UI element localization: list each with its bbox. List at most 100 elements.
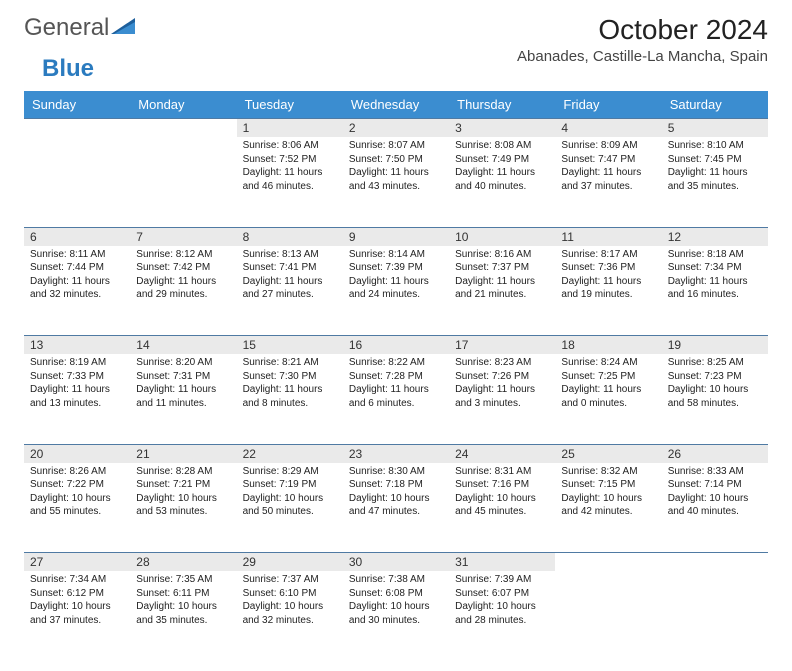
day-cell: Sunrise: 8:31 AMSunset: 7:16 PMDaylight:… [449,463,555,553]
calendar-body: 12345Sunrise: 8:06 AMSunset: 7:52 PM Dayl… [24,119,768,662]
daylight-text: and 19 minutes. [561,288,655,302]
sunrise-text: Sunrise: 8:14 AM [349,248,443,262]
sunrise-text: Sunrise: 8:08 AM [455,139,549,153]
day-cell: Sunrise: 8:20 AMSunset: 7:31 PMDaylight:… [130,354,236,444]
daylight-text: and 21 minutes. [455,288,549,302]
daylight-text: Daylight: 11 hours [30,275,124,289]
sunrise-text: Sunrise: 7:39 AM [455,573,549,587]
day-number: 8 [237,227,343,246]
day-info: Sunrise: 7:37 AMSunset: 6:10 PMDaylight:… [243,571,337,627]
sunset-text: Sunset: 7:41 PM [243,261,337,275]
sunset-text: Sunset: 7:16 PM [455,478,549,492]
day-cell: Sunrise: 7:34 AMSunset: 6:12 PMDaylight:… [24,571,130,661]
daylight-text: and 27 minutes. [243,288,337,302]
weekday-header: Wednesday [343,91,449,119]
daynum-row: 12345 [24,119,768,138]
sunset-text: Sunset: 6:07 PM [455,587,549,601]
title-block: October 2024 Abanades, Castille-La Manch… [517,14,768,65]
day-info: Sunrise: 7:38 AMSunset: 6:08 PMDaylight:… [349,571,443,627]
daylight-text: Daylight: 10 hours [243,492,337,506]
day-cell: Sunrise: 8:11 AMSunset: 7:44 PMDaylight:… [24,246,130,336]
day-info: Sunrise: 8:11 AMSunset: 7:44 PMDaylight:… [30,246,124,302]
daylight-text: and 40 minutes. [455,180,549,194]
day-number: 9 [343,227,449,246]
sunrise-text: Sunrise: 8:16 AM [455,248,549,262]
day-cell: Sunrise: 8:12 AMSunset: 7:42 PMDaylight:… [130,246,236,336]
daylight-text: Daylight: 11 hours [561,383,655,397]
day-info: Sunrise: 7:34 AMSunset: 6:12 PMDaylight:… [30,571,124,627]
day-info: Sunrise: 8:28 AMSunset: 7:21 PMDaylight:… [136,463,230,519]
daylight-text: and 11 minutes. [136,397,230,411]
day-info: Sunrise: 8:26 AMSunset: 7:22 PMDaylight:… [30,463,124,519]
sunset-text: Sunset: 7:30 PM [243,370,337,384]
sunset-text: Sunset: 7:45 PM [668,153,762,167]
daylight-text: and 53 minutes. [136,505,230,519]
calendar-page: General October 2024 Abanades, Castille-… [0,0,792,671]
daylight-text: and 40 minutes. [668,505,762,519]
location-text: Abanades, Castille-La Mancha, Spain [517,48,768,65]
day-number: 5 [662,119,768,138]
day-info: Sunrise: 8:12 AMSunset: 7:42 PMDaylight:… [136,246,230,302]
day-number-empty [555,553,661,572]
month-title: October 2024 [517,14,768,46]
day-number: 30 [343,553,449,572]
daylight-text: and 35 minutes. [668,180,762,194]
daylight-text: Daylight: 10 hours [668,383,762,397]
daylight-text: Daylight: 11 hours [243,275,337,289]
weekday-header: Monday [130,91,236,119]
daylight-text: Daylight: 11 hours [136,383,230,397]
sunrise-text: Sunrise: 8:32 AM [561,465,655,479]
day-info: Sunrise: 8:07 AMSunset: 7:50 PMDaylight:… [349,137,443,193]
dayinfo-row: Sunrise: 8:06 AMSunset: 7:52 PM Daylight:… [24,137,768,227]
daylight-text: Daylight: 11 hours [136,275,230,289]
day-info: Sunrise: 8:06 AMSunset: 7:52 PMDaylight:… [243,137,337,193]
daylight-text: and 32 minutes. [30,288,124,302]
day-cell: Sunrise: 8:08 AMSunset: 7:49 PMDaylight:… [449,137,555,227]
daylight-text: and 46 minutes. [243,180,337,194]
daylight-text: Daylight: 11 hours [561,166,655,180]
daylight-text: Daylight: 11 hours [349,275,443,289]
daylight-text: Daylight: 11 hours [668,275,762,289]
day-number: 3 [449,119,555,138]
daylight-text: Daylight: 10 hours [561,492,655,506]
day-cell-empty [130,137,236,227]
sunrise-text: Sunrise: 8:29 AM [243,465,337,479]
daylight-text: Daylight: 11 hours [455,383,549,397]
sunrise-text: Sunrise: 8:19 AM [30,356,124,370]
sunset-text: Sunset: 7:52 PM [243,153,337,167]
dayinfo-row: Sunrise: 8:19 AMSunset: 7:33 PMDaylight:… [24,354,768,444]
weekday-header: Tuesday [237,91,343,119]
day-number: 16 [343,336,449,355]
daylight-text: and 43 minutes. [349,180,443,194]
day-info: Sunrise: 8:33 AMSunset: 7:14 PMDaylight:… [668,463,762,519]
sunrise-text: Sunrise: 8:06 AM [243,139,337,153]
daylight-text: and 45 minutes. [455,505,549,519]
sunset-text: Sunset: 7:44 PM [30,261,124,275]
dayinfo-row: Sunrise: 7:34 AMSunset: 6:12 PMDaylight:… [24,571,768,661]
daylight-text: Daylight: 10 hours [455,492,549,506]
dayinfo-row: Sunrise: 8:11 AMSunset: 7:44 PMDaylight:… [24,246,768,336]
day-number: 29 [237,553,343,572]
day-cell: Sunrise: 8:28 AMSunset: 7:21 PMDaylight:… [130,463,236,553]
daynum-row: 20212223242526 [24,444,768,463]
daylight-text: Daylight: 11 hours [349,166,443,180]
sunset-text: Sunset: 7:19 PM [243,478,337,492]
day-number: 11 [555,227,661,246]
daylight-text: and 55 minutes. [30,505,124,519]
day-number: 31 [449,553,555,572]
day-cell: Sunrise: 8:32 AMSunset: 7:15 PMDaylight:… [555,463,661,553]
day-number: 14 [130,336,236,355]
day-info: Sunrise: 8:31 AMSunset: 7:16 PMDaylight:… [455,463,549,519]
day-number: 24 [449,444,555,463]
sunrise-text: Sunrise: 8:24 AM [561,356,655,370]
sunset-text: Sunset: 7:26 PM [455,370,549,384]
day-info: Sunrise: 8:16 AMSunset: 7:37 PMDaylight:… [455,246,549,302]
day-number: 10 [449,227,555,246]
day-info: Sunrise: 8:18 AMSunset: 7:34 PMDaylight:… [668,246,762,302]
day-number: 7 [130,227,236,246]
daylight-text: and 42 minutes. [561,505,655,519]
sunset-text: Sunset: 7:25 PM [561,370,655,384]
sunrise-text: Sunrise: 8:33 AM [668,465,762,479]
day-cell-empty [24,137,130,227]
sunrise-text: Sunrise: 8:25 AM [668,356,762,370]
